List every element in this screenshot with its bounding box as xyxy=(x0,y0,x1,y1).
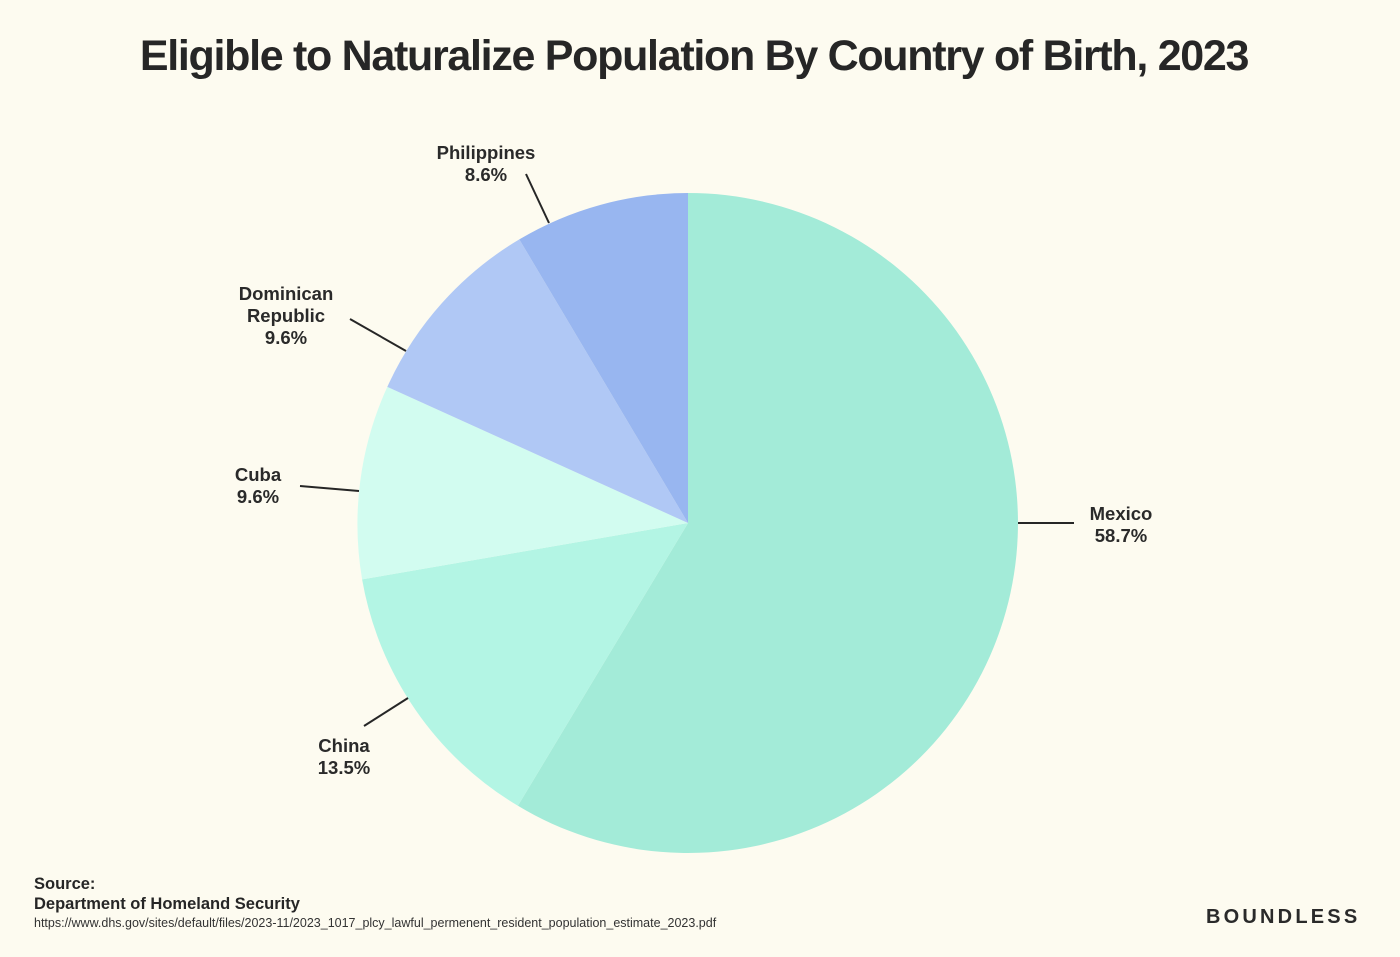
label-philippines-name: Philippines xyxy=(436,142,536,163)
label-china-value: 13.5% xyxy=(317,757,371,778)
label-china: China 13.5% xyxy=(304,735,384,779)
label-dominican-name-line1: Dominican xyxy=(238,283,334,304)
slice-china xyxy=(362,523,688,806)
pie-slices xyxy=(357,193,1018,853)
slice-cuba xyxy=(357,386,688,580)
label-philippines: Philippines 8.6% xyxy=(426,142,546,186)
leader-line-dominican-republic xyxy=(349,318,407,352)
source-url[interactable]: https://www.dhs.gov/sites/default/files/… xyxy=(34,916,717,930)
chart-title: Eligible to Naturalize Population By Cou… xyxy=(139,32,1250,80)
label-dominican-name-line2: Republic xyxy=(246,305,326,326)
label-mexico: Mexico 58.7% xyxy=(1076,503,1166,547)
source-note: Source: Department of Homeland Security … xyxy=(34,874,716,932)
label-china-name: China xyxy=(318,735,370,756)
label-cuba: Cuba 9.6% xyxy=(218,464,298,508)
source-label: Source: xyxy=(34,875,96,893)
label-cuba-value: 9.6% xyxy=(236,486,280,507)
leader-line-cuba xyxy=(299,485,360,492)
leader-line-philippines xyxy=(525,173,550,224)
source-organization: Department of Homeland Security xyxy=(34,895,300,913)
leader-lines xyxy=(299,173,1074,727)
brand-logo: BOUNDLESS xyxy=(1206,906,1361,928)
slice-dominican-republic xyxy=(387,239,688,523)
label-mexico-name: Mexico xyxy=(1089,503,1153,524)
label-dominican-republic: Dominican Republic 9.6% xyxy=(226,283,346,349)
label-cuba-name: Cuba xyxy=(234,464,282,485)
label-dominican-value: 9.6% xyxy=(264,327,308,348)
label-philippines-value: 8.6% xyxy=(464,164,508,185)
slice-mexico xyxy=(517,193,1018,853)
slice-philippines xyxy=(519,193,688,523)
leader-line-china xyxy=(363,697,409,727)
label-mexico-value: 58.7% xyxy=(1094,525,1148,546)
